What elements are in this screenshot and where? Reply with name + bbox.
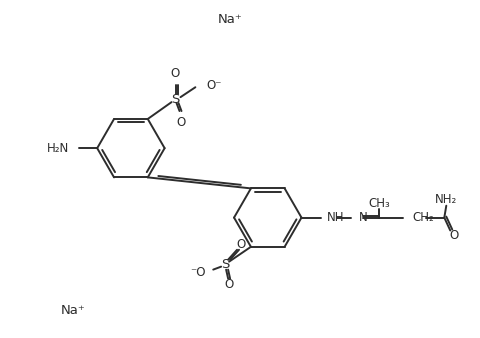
Text: Na⁺: Na⁺ [61,304,85,317]
Text: S: S [220,258,229,271]
Text: N: N [358,211,367,224]
Text: H₂N: H₂N [47,142,69,155]
Text: CH₂: CH₂ [412,211,433,224]
Text: S: S [171,93,180,106]
Text: O: O [236,238,245,251]
Text: O⁻: O⁻ [206,79,221,92]
Text: Na⁺: Na⁺ [217,13,242,26]
Text: O: O [177,116,186,129]
Text: NH: NH [326,211,344,224]
Text: O: O [169,67,179,80]
Text: O: O [449,229,458,242]
Text: ⁻O: ⁻O [190,266,205,279]
Text: O: O [224,278,233,291]
Text: NH₂: NH₂ [434,193,456,206]
Text: CH₃: CH₃ [367,197,389,210]
